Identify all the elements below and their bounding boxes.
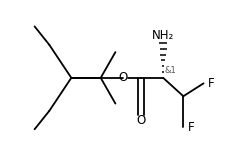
Text: NH₂: NH₂ [152,29,174,42]
Text: F: F [187,121,194,134]
Text: &1: &1 [164,66,176,75]
Text: O: O [136,114,145,127]
Text: O: O [118,71,127,84]
Text: F: F [207,77,214,90]
